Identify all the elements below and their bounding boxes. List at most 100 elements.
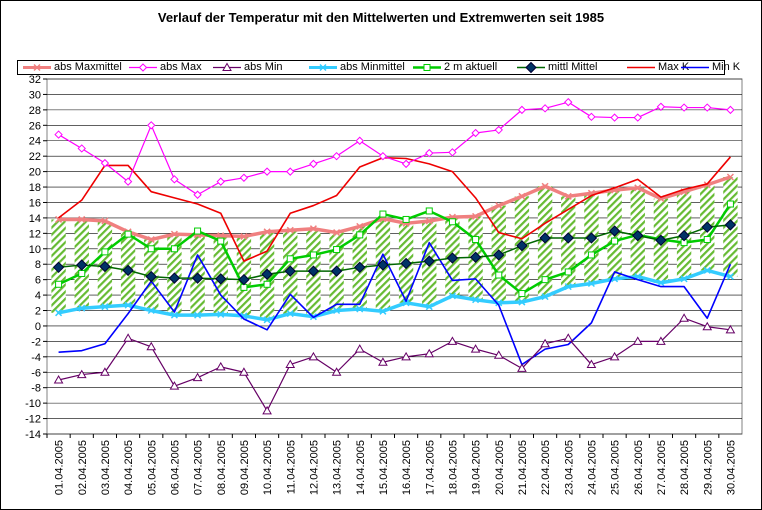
abs-min-point [239,367,249,376]
mittl-mittel-point [238,273,250,286]
legend-label: abs Max [160,61,202,73]
abs-min-point [192,372,203,382]
abs-max-point [170,175,179,184]
abs-min-point [285,359,296,369]
abs-minmittel-point [379,307,387,315]
2-m-aktuell-point [147,245,155,253]
y-tick-label: -12 [25,414,41,426]
mittl-mittel-point [585,232,598,244]
2-m-aktuell-point [286,255,294,263]
y-tick-label: 20 [29,167,41,179]
series-max-k [58,156,732,262]
2-m-aktuell-point [217,237,225,245]
2-m-aktuell-point [379,210,387,218]
legend-swatch [413,64,441,71]
y-tick-label: 30 [29,89,41,101]
abs-max-point [239,173,249,182]
mittl-mittel-point [562,232,574,244]
abs-maxmittel-point [634,184,642,192]
2-m-aktuell-point [170,245,178,253]
abs-max-point [309,159,318,169]
x-tick-label: 17.04.2005 [424,440,436,495]
2-m-aktuell-point [472,236,480,244]
abs-max-point [564,97,573,107]
mittl-mittel-point [307,265,320,277]
legend-label: abs Min [244,61,283,73]
abs-min-point [262,405,272,415]
abs-minmittel-point [101,303,109,311]
y-tick-label: 12 [29,228,41,240]
abs-minmittel-point [448,292,456,300]
abs-maxmittel-point [55,215,63,223]
abs-minmittel-point [402,299,410,307]
2-m-aktuell-point [611,237,619,245]
abs-maxmittel-point [309,225,317,233]
mittl-mittel-point [423,255,435,267]
abs-minmittel-point [495,299,503,307]
2-m-aktuell-point [564,268,572,276]
mittl-mittel-point [678,229,690,242]
x-tick-label: 21.04.2005 [517,440,529,495]
legend-point [423,64,431,71]
2-m-aktuell-point [356,231,364,239]
abs-max-point [726,105,735,115]
mittl-mittel-point [724,219,737,231]
legend-label: mittl Mittel [548,61,598,73]
abs-max-point [147,121,156,130]
abs-maxmittel-point [170,230,178,238]
legend-point [33,63,41,72]
abs-minmittel-point [286,310,294,318]
series-mittl-mittel [52,219,737,286]
mittl-mittel-point [284,265,296,277]
y-tick-label: 18 [29,182,41,194]
abs-min-point [215,361,226,371]
abs-max-point [633,113,642,122]
abs-max-point [54,130,63,139]
y-tick-label: 4 [35,290,41,302]
y-tick-label: 32 [29,74,41,86]
abs-min-point [53,374,64,384]
abs-minmittel-point [541,293,549,301]
abs-min-point [725,324,736,334]
x-tick-label: 07.04.2005 [193,440,205,495]
abs-max-point [262,167,272,176]
y-tick-label: 6 [35,275,41,287]
abs-max-point [332,151,341,161]
2-m-aktuell-point [541,276,549,284]
abs-min-point [632,336,643,345]
plot-area [46,78,743,435]
mittl-mittel-point [446,252,459,264]
abs-min-point [169,381,180,390]
abs-maxmittel-point [147,235,155,244]
abs-min-point [447,336,458,345]
y-tick-label: 22 [29,151,41,163]
y-tick-label: 16 [29,197,41,209]
abs-maxmittel-point [240,232,248,240]
mittl-mittel-point [400,257,412,270]
mittl-mittel-point [632,229,644,242]
abs-min-point [493,350,504,359]
abs-max-point [355,136,364,145]
abs-minmittel-point [356,305,364,313]
2-m-aktuell-point [495,271,503,279]
2-m-aktuell-line [58,203,732,295]
x-tick-label: 25.04.2005 [610,440,622,495]
abs-min-point [76,369,87,379]
x-tick-label: 24.04.2005 [586,440,598,495]
legend-point [138,63,148,72]
legend-swatch [309,63,337,72]
abs-min-point [563,333,574,342]
abs-maxmittel-point [541,182,549,190]
mittl-mittel-point [469,251,482,263]
abs-min-point [679,313,689,322]
abs-maxmittel-point [518,192,526,200]
series-abs-min [53,313,736,415]
abs-maxmittel-point [564,192,572,200]
mittl-mittel-point [539,232,551,244]
abs-maxmittel-line [58,175,731,242]
mittl-mittel-point [99,260,111,273]
abs-max-point [517,105,527,115]
mittl-mittel-point [191,272,204,284]
max-k-line [58,156,732,262]
2-m-aktuell-point [263,280,271,288]
